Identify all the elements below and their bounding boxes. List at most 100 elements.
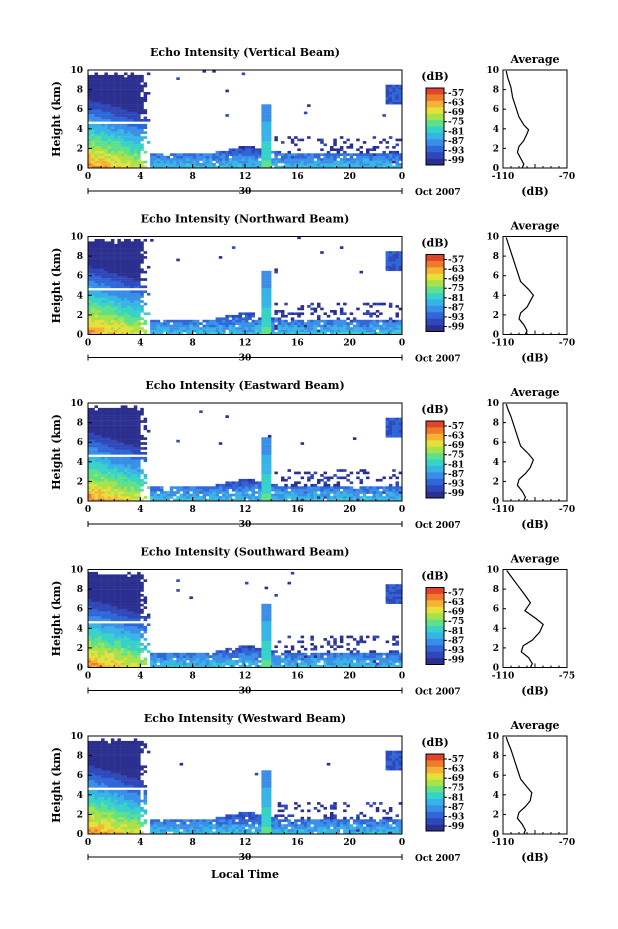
colorbar-swatch <box>426 145 444 153</box>
colorbar-swatch <box>426 658 444 665</box>
colorbar-tick-label: -87 <box>448 137 464 147</box>
y-tick-label: 0 <box>77 331 83 341</box>
date-label: Oct 2007 <box>415 521 461 531</box>
profile-x-tick-label: -75 <box>559 672 575 682</box>
y-tick-label: 2 <box>77 144 83 154</box>
x-tick-label: 8 <box>190 172 196 182</box>
y-tick-label: 0 <box>77 164 83 174</box>
y-tick-label: 8 <box>77 86 83 96</box>
y-tick-label: 10 <box>70 233 83 243</box>
date-label: Oct 2007 <box>415 355 461 365</box>
colorbar-swatch <box>426 766 444 774</box>
profile-y-tick-label: 0 <box>493 830 499 840</box>
x-tick-label: 0 <box>399 838 405 848</box>
profile-title: Average <box>509 220 559 233</box>
colorbar-swatch <box>426 773 444 780</box>
x-tick-label: 20 <box>343 838 356 848</box>
day-label: 30 <box>239 853 252 863</box>
profile-y-tick-label: 0 <box>493 664 499 674</box>
profile-y-tick-label: 6 <box>493 605 499 615</box>
colorbar-swatch <box>426 446 444 454</box>
colorbar-swatch <box>426 754 444 761</box>
colorbar-swatch <box>426 798 444 806</box>
colorbar-tick-label: -57 <box>448 589 464 599</box>
profile-y-tick-label: 2 <box>493 644 499 654</box>
y-tick-label: 8 <box>77 752 83 762</box>
colorbar-tick-label: -75 <box>448 617 464 627</box>
colorbar-swatch <box>426 645 444 652</box>
colorbar-swatch <box>426 427 444 435</box>
profile-y-tick-label: 4 <box>493 291 499 301</box>
x-tick-label: 4 <box>137 172 143 182</box>
x-tick-label: 12 <box>239 172 252 182</box>
colorbar-swatch <box>426 120 444 127</box>
colorbar-swatch <box>426 293 444 300</box>
panel-1: Echo Intensity (Northward Beam)0 4 8 12 16 20… <box>50 213 575 365</box>
colorbar-unit: (dB) <box>421 403 448 416</box>
profile-x-tick-label: -70 <box>559 339 575 349</box>
colorbar-tick-label: -75 <box>448 284 464 294</box>
chart-title: Echo Intensity (Southward Beam) <box>141 546 350 559</box>
colorbar-swatch <box>426 267 444 274</box>
colorbar-swatch <box>426 587 444 595</box>
profile-x-tick-label: -110 <box>492 505 515 515</box>
y-tick-label: 2 <box>77 477 83 487</box>
profile-series-line <box>505 237 535 335</box>
day-label: 30 <box>239 520 252 530</box>
x-tick-label: 8 <box>190 505 196 515</box>
colorbar-unit: (dB) <box>421 70 448 83</box>
colorbar-tick-label: -87 <box>448 303 464 313</box>
colorbar-swatch <box>426 100 444 108</box>
colorbar-swatch <box>426 626 444 633</box>
y-tick-label: 4 <box>77 458 83 468</box>
colorbar-frame <box>425 587 445 665</box>
y-tick-label: 0 <box>77 497 83 507</box>
colorbar-tick-label: -57 <box>448 755 464 765</box>
y-tick-label: 6 <box>77 605 83 615</box>
colorbar-unit: (dB) <box>421 736 448 749</box>
colorbar-tick-label: -87 <box>448 803 464 813</box>
colorbar-tick-label: -81 <box>448 127 464 137</box>
colorbar-tick-label: -87 <box>448 636 464 646</box>
date-label: Oct 2007 <box>415 688 461 698</box>
chart-title: Echo Intensity (Vertical Beam) <box>150 46 340 59</box>
colorbar-swatch <box>426 132 444 140</box>
x-tick-label: 0 <box>399 339 405 349</box>
colorbar-tick-label: -87 <box>448 470 464 480</box>
y-tick-label: 2 <box>77 644 83 654</box>
colorbar-swatch <box>426 312 444 319</box>
colorbar-swatch <box>426 158 444 166</box>
colorbar-swatch <box>426 260 444 268</box>
y-tick-label: 8 <box>77 419 83 429</box>
colorbar-swatch <box>426 606 444 614</box>
x-tick-label: 12 <box>239 505 252 515</box>
colorbar-swatch <box>426 632 444 640</box>
y-axis-label: Height (km) <box>50 747 63 823</box>
colorbar-tick-label: -57 <box>448 256 464 266</box>
date-label: Oct 2007 <box>415 854 461 864</box>
profile-title: Average <box>509 53 559 66</box>
colorbar-tick-label: -93 <box>448 146 464 156</box>
profile-y-tick-label: 6 <box>493 438 499 448</box>
colorbar-tick-label: -75 <box>448 118 464 128</box>
panel-0: Echo Intensity (Vertical Beam)0 4 8 12 16 20 0… <box>50 46 575 198</box>
heatmap-field <box>88 571 403 668</box>
y-tick-label: 4 <box>77 125 83 135</box>
profile-y-tick-label: 8 <box>493 419 499 429</box>
x-tick-label: 4 <box>137 672 143 682</box>
y-axis-label: Height (km) <box>50 581 63 657</box>
profile-series-line <box>505 403 535 502</box>
x-tick-label: 12 <box>239 339 252 349</box>
colorbar-swatch <box>426 453 444 460</box>
profile-y-tick-label: 10 <box>486 66 499 76</box>
profile-y-tick-label: 8 <box>493 752 499 762</box>
colorbar-tick-label: -69 <box>448 441 464 451</box>
profile-x-tick-label: -70 <box>559 172 575 182</box>
profile-x-label: (dB) <box>521 352 548 365</box>
y-tick-label: 6 <box>77 771 83 781</box>
profile-y-tick-label: 0 <box>493 331 499 341</box>
date-label: Oct 2007 <box>415 188 461 198</box>
profile-frame <box>502 69 568 169</box>
colorbar-swatch <box>426 139 444 146</box>
